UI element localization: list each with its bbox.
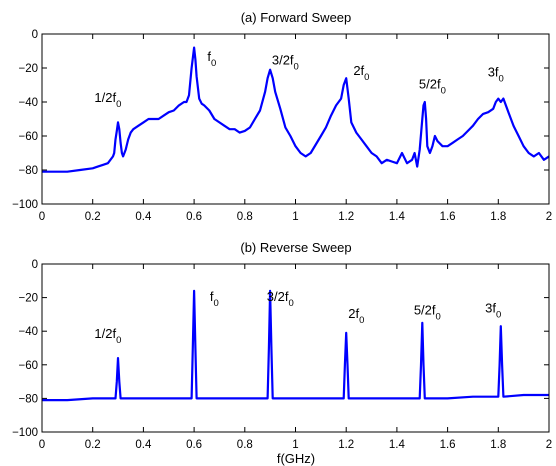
axes-frame (41, 263, 550, 433)
x-tick-label: 2 (546, 211, 552, 223)
x-tick-label: 1 (292, 439, 298, 451)
series-line (42, 46, 550, 173)
panel-reverse-sweep: (b) Reverse Sweep 0 0.2 0.4 0.6 0.8 1 1.2 1.4 1.… (12, 240, 552, 451)
x-tick-label: 2 (546, 439, 552, 451)
x-tick-label: 1.8 (490, 439, 506, 451)
x-tick-label: 0 (39, 439, 45, 451)
x-tick-label: 1.2 (338, 439, 354, 451)
x-axis-label: f(GHz) (277, 451, 315, 466)
harmonic-label: 3f0 (485, 301, 501, 321)
harmonic-label: f0 (210, 289, 219, 309)
x-tick-label: 1.4 (389, 211, 406, 223)
harmonic-label: 3/2f0 (272, 53, 299, 73)
harmonic-label: 5/2f0 (419, 76, 446, 96)
y-tick-label: −100 (12, 199, 38, 211)
harmonic-label: 2f0 (348, 306, 364, 326)
x-tick-label: 0.8 (237, 439, 253, 451)
x-tick-label: 1.2 (338, 211, 354, 223)
x-tick-label: 0 (39, 211, 45, 223)
x-tick-label: 0.8 (237, 211, 253, 223)
x-tick-label: 1.8 (490, 211, 506, 223)
panel-forward-sweep: (a) Forward Sweep 0 0.2 0.4 0.6 0.8 1 1.2 1.4 1.… (12, 10, 552, 223)
y-tick-label: −40 (18, 97, 38, 109)
y-tick-label: −60 (18, 131, 38, 143)
axes-frame (41, 33, 550, 205)
y-tick-label: 0 (32, 259, 38, 271)
x-tick-label: 1.6 (440, 211, 456, 223)
x-tick-label: 0.2 (85, 439, 101, 451)
harmonic-label: 3/2f0 (267, 289, 294, 309)
x-tick-label: 0.2 (85, 211, 101, 223)
y-tick-label: −20 (18, 63, 38, 75)
harmonic-label: 1/2f0 (94, 326, 121, 346)
series-line (42, 289, 549, 402)
x-tick-label: 0.6 (186, 439, 202, 451)
x-tick-label: 0.4 (135, 211, 152, 223)
y-tick-label: −40 (18, 326, 38, 338)
harmonic-label: 3f0 (488, 65, 504, 85)
x-tick-label: 0.4 (135, 439, 152, 451)
x-tick-label: 1 (292, 211, 298, 223)
y-tick-label: −80 (18, 165, 38, 177)
harmonic-label: 1/2f0 (94, 90, 121, 110)
harmonic-label: 5/2f0 (414, 302, 441, 322)
harmonic-label: f0 (207, 49, 216, 69)
harmonic-label: 2f0 (353, 63, 369, 83)
y-tick-label: −80 (18, 393, 38, 405)
x-tick-label: 1.6 (440, 439, 456, 451)
y-tick-label: −20 (18, 293, 38, 305)
y-tick-label: −60 (18, 360, 38, 372)
y-tick-label: 0 (32, 29, 38, 41)
chart-title: (b) Reverse Sweep (240, 240, 351, 255)
chart-title: (a) Forward Sweep (241, 10, 352, 25)
y-tick-label: −100 (12, 427, 38, 439)
x-tick-label: 1.4 (389, 439, 406, 451)
x-tick-label: 0.6 (186, 211, 202, 223)
